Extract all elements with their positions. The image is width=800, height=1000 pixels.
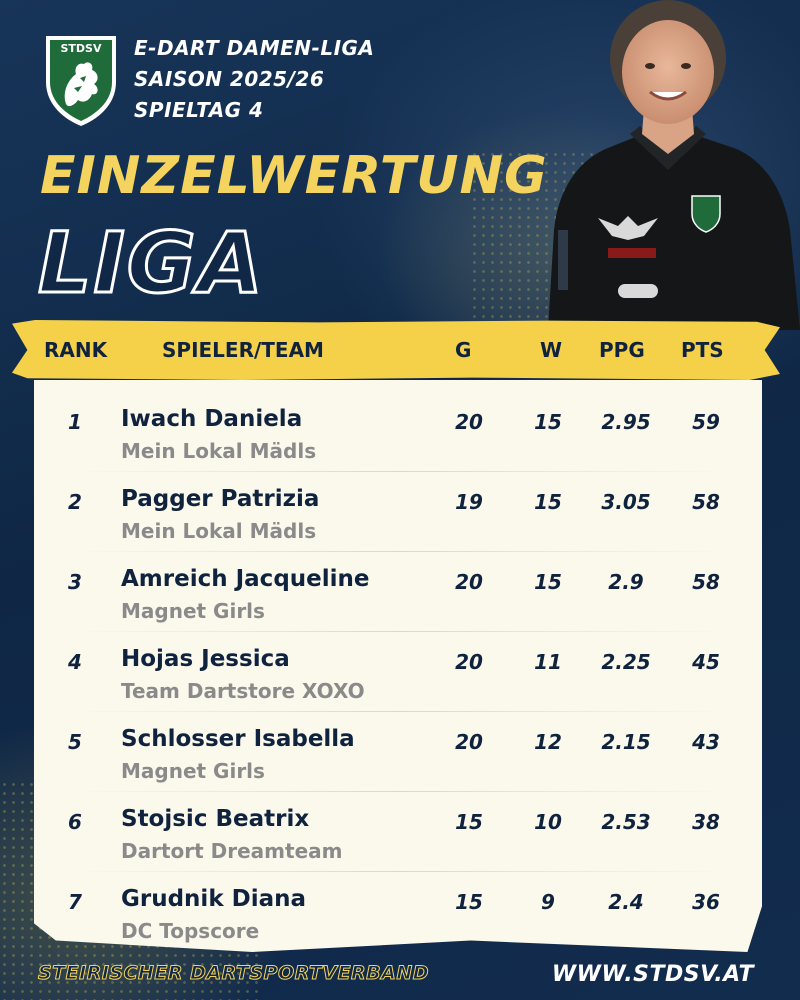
standings-panel bbox=[34, 380, 762, 952]
games-cell: 20 bbox=[455, 650, 483, 674]
team-name: DC Topscore bbox=[121, 919, 260, 943]
team-name: Mein Lokal Mädls bbox=[121, 519, 317, 543]
column-header-pts: PTS bbox=[681, 338, 724, 362]
rank-cell: 7 bbox=[68, 890, 82, 914]
rank-cell: 2 bbox=[68, 490, 82, 514]
team-name: Dartort Dreamteam bbox=[121, 839, 343, 863]
table-row: 2 Pagger Patrizia Mein Lokal Mädls 19 15… bbox=[0, 472, 800, 552]
column-header-player-team: SPIELER/TEAM bbox=[162, 338, 324, 362]
logo-text: STDSV bbox=[61, 42, 102, 55]
ppg-cell: 2.9 bbox=[608, 570, 644, 594]
games-cell: 20 bbox=[455, 410, 483, 434]
games-cell: 20 bbox=[455, 570, 483, 594]
ppg-cell: 2.4 bbox=[608, 890, 644, 914]
games-cell: 15 bbox=[455, 890, 483, 914]
column-header-ppg: PPG bbox=[599, 338, 645, 362]
row-divider bbox=[80, 711, 720, 712]
ppg-cell: 2.53 bbox=[601, 810, 651, 834]
player-photo bbox=[548, 0, 800, 330]
player-name: Pagger Patrizia bbox=[121, 486, 320, 512]
player-name: Amreich Jacqueline bbox=[121, 566, 370, 592]
pts-cell: 38 bbox=[692, 810, 720, 834]
team-name: Magnet Girls bbox=[121, 599, 265, 623]
rank-cell: 4 bbox=[68, 650, 82, 674]
column-header-wins: W bbox=[540, 338, 563, 362]
table-header-band bbox=[12, 320, 780, 380]
header-info: E-DART DAMEN-LIGA SAISON 2025/26 SPIELTA… bbox=[134, 33, 374, 126]
rank-cell: 1 bbox=[68, 410, 82, 434]
table-row: 5 Schlosser Isabella Magnet Girls 20 12 … bbox=[0, 712, 800, 792]
wins-cell: 15 bbox=[534, 490, 562, 514]
row-divider bbox=[80, 551, 720, 552]
table-row: 3 Amreich Jacqueline Magnet Girls 20 15 … bbox=[0, 552, 800, 632]
player-name: Grudnik Diana bbox=[121, 886, 307, 912]
table-row: 7 Grudnik Diana DC Topscore 15 9 2.4 36 bbox=[0, 872, 800, 952]
wins-cell: 15 bbox=[534, 410, 562, 434]
matchday: SPIELTAG 4 bbox=[134, 98, 264, 122]
wins-cell: 11 bbox=[534, 650, 562, 674]
pts-cell: 45 bbox=[692, 650, 720, 674]
ppg-cell: 2.95 bbox=[601, 410, 651, 434]
column-header-rank: RANK bbox=[44, 338, 108, 362]
player-name: Hojas Jessica bbox=[121, 646, 290, 672]
wins-cell: 15 bbox=[534, 570, 562, 594]
games-cell: 20 bbox=[455, 730, 483, 754]
table-row: 1 Iwach Daniela Mein Lokal Mädls 20 15 2… bbox=[0, 392, 800, 472]
pts-cell: 36 bbox=[692, 890, 720, 914]
league-name: E-DART DAMEN-LIGA bbox=[134, 36, 375, 60]
ppg-cell: 2.15 bbox=[601, 730, 651, 754]
row-divider bbox=[80, 791, 720, 792]
rank-cell: 3 bbox=[68, 570, 82, 594]
rank-cell: 6 bbox=[68, 810, 82, 834]
games-cell: 19 bbox=[455, 490, 483, 514]
rank-cell: 5 bbox=[68, 730, 82, 754]
team-name: Magnet Girls bbox=[121, 759, 265, 783]
player-name: Schlosser Isabella bbox=[121, 726, 355, 752]
row-divider bbox=[80, 871, 720, 872]
wins-cell: 10 bbox=[534, 810, 562, 834]
column-header-games: G bbox=[455, 338, 472, 362]
table-row: 4 Hojas Jessica Team Dartstore XOXO 20 1… bbox=[0, 632, 800, 712]
games-cell: 15 bbox=[455, 810, 483, 834]
team-name: Team Dartstore XOXO bbox=[121, 679, 365, 703]
pts-cell: 58 bbox=[692, 490, 720, 514]
team-name: Mein Lokal Mädls bbox=[121, 439, 317, 463]
stdsv-logo: STDSV bbox=[46, 36, 116, 126]
ppg-cell: 3.05 bbox=[601, 490, 651, 514]
pts-cell: 58 bbox=[692, 570, 720, 594]
season: SAISON 2025/26 bbox=[134, 67, 325, 91]
footer-organization: STEIRISCHER DARTSPORTVERBAND bbox=[37, 962, 430, 985]
ppg-cell: 2.25 bbox=[601, 650, 651, 674]
wins-cell: 9 bbox=[541, 890, 555, 914]
row-divider bbox=[80, 631, 720, 632]
player-name: Iwach Daniela bbox=[121, 406, 303, 432]
title-liga: LIGA bbox=[37, 213, 265, 314]
pts-cell: 59 bbox=[692, 410, 720, 434]
player-name: Stojsic Beatrix bbox=[121, 806, 310, 832]
footer-website[interactable]: WWW.STDSV.AT bbox=[551, 962, 754, 987]
title-einzelwertung: EINZELWERTUNG bbox=[40, 146, 548, 206]
wins-cell: 12 bbox=[534, 730, 562, 754]
table-row: 6 Stojsic Beatrix Dartort Dreamteam 15 1… bbox=[0, 792, 800, 872]
pts-cell: 43 bbox=[692, 730, 720, 754]
row-divider bbox=[80, 471, 720, 472]
